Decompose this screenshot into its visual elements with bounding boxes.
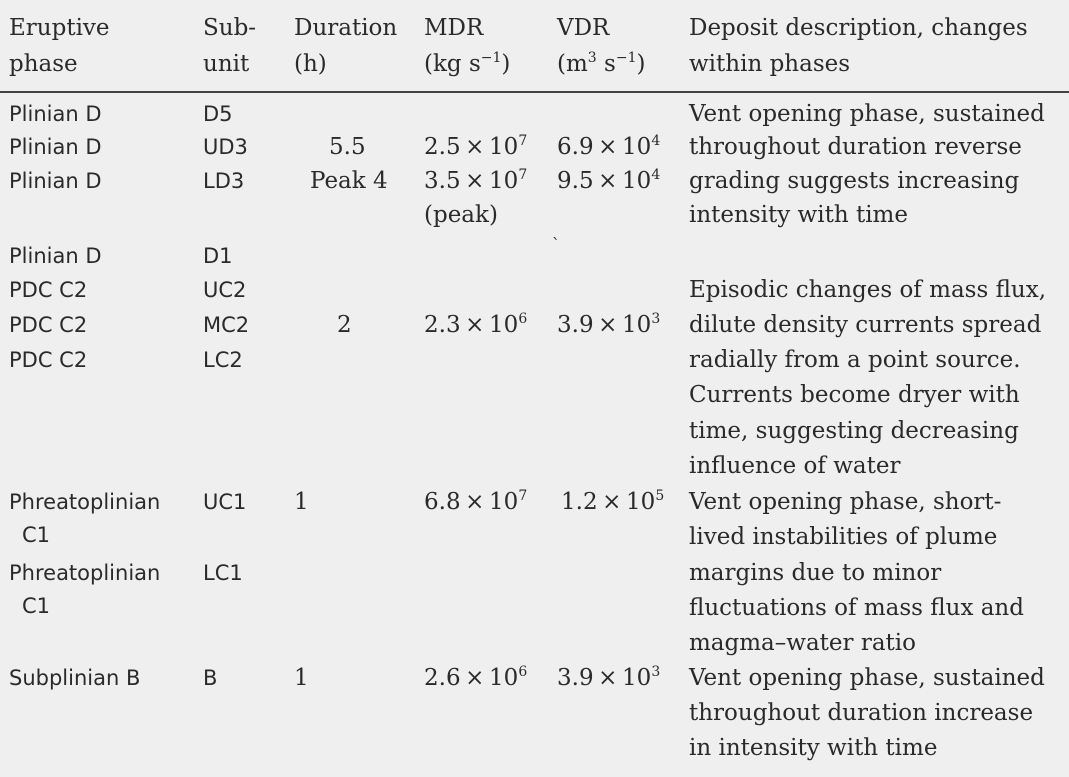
row-duration: 1 (294, 665, 309, 691)
row-phase: Phreatoplinian (9, 561, 161, 585)
description-line: Currents become dryer with (689, 382, 1020, 408)
header-description-line2: within phases (689, 51, 851, 77)
row-duration: Peak 4 (310, 168, 388, 194)
row-subunit: LC1 (203, 561, 243, 585)
header-description-line1: Deposit description, changes (689, 15, 1028, 41)
description-line: margins due to minor (689, 560, 942, 586)
row-phase-cont: C1 (22, 523, 51, 547)
row-phase: PDC C2 (9, 348, 88, 372)
row-subunit: UC1 (203, 490, 247, 514)
row-subunit: LD3 (203, 169, 245, 193)
row-vdr: 3.9 × 103 (557, 311, 661, 338)
description-line: Vent opening phase, sustained (689, 665, 1045, 691)
description-line: Vent opening phase, short- (689, 489, 1002, 515)
row-phase: PDC C2 (9, 313, 88, 337)
header-mdr-line1: MDR (424, 15, 484, 41)
row-subunit: D1 (203, 244, 233, 268)
row-duration: 5.5 (329, 134, 366, 160)
description-line: fluctuations of mass flux and (689, 595, 1024, 621)
row-vdr: 6.9 × 104 (557, 133, 661, 160)
row-mdr: 6.8 × 107 (424, 488, 528, 515)
row-vdr-mark: ` (552, 235, 560, 254)
header-duration-line2: (h) (294, 51, 327, 77)
header-subunit-line2: unit (203, 51, 250, 77)
row-subunit: B (203, 666, 218, 690)
row-vdr: 3.9 × 103 (557, 664, 661, 691)
row-mdr-note: (peak) (424, 202, 498, 228)
row-phase: Plinian D (9, 135, 102, 159)
row-subunit: MC2 (203, 313, 250, 337)
description-line: throughout duration reverse (689, 134, 1022, 160)
header-vdr-line1: VDR (557, 15, 610, 41)
row-subunit: UC2 (203, 278, 247, 302)
description-line: radially from a point source. (689, 347, 1021, 373)
header-eruptive-phase-line1: Eruptive (9, 15, 110, 41)
row-subunit: UD3 (203, 135, 248, 159)
header-subunit-line1: Sub- (203, 15, 257, 41)
header-divider (0, 91, 1069, 93)
row-mdr: 2.6 × 106 (424, 664, 528, 691)
description-line: lived instabilities of plume (689, 524, 998, 550)
description-line: Episodic changes of mass flux, (689, 277, 1047, 303)
description-line: throughout duration increase (689, 700, 1034, 726)
row-mdr: 2.5 × 107 (424, 133, 528, 160)
description-line: time, suggesting decreasing (689, 418, 1019, 444)
row-mdr: 3.5 × 107 (424, 167, 528, 194)
row-duration: 1 (294, 489, 309, 515)
row-phase: Plinian D (9, 244, 102, 268)
description-line: grading suggests increasing (689, 168, 1020, 194)
description-line: Vent opening phase, sustained (689, 101, 1045, 127)
row-phase: Subplinian B (9, 666, 141, 690)
description-line: dilute density currents spread (689, 312, 1042, 338)
row-subunit: LC2 (203, 348, 243, 372)
row-phase: Plinian D (9, 169, 102, 193)
row-duration: 2 (337, 312, 352, 338)
row-mdr: 2.3 × 106 (424, 311, 528, 338)
header-vdr-line2: (m3 s−1) (557, 50, 646, 77)
description-line: influence of water (689, 453, 901, 479)
row-phase-cont: C1 (22, 594, 51, 618)
row-vdr: 9.5 × 104 (557, 167, 661, 194)
row-vdr: 1.2 × 105 (561, 488, 665, 515)
row-phase: Plinian D (9, 102, 102, 126)
row-subunit: D5 (203, 102, 233, 126)
description-line: magma–water ratio (689, 630, 916, 656)
header-duration-line1: Duration (294, 15, 398, 41)
row-phase: PDC C2 (9, 278, 88, 302)
header-eruptive-phase-line2: phase (9, 51, 78, 77)
row-phase: Phreatoplinian (9, 490, 161, 514)
description-line: intensity with time (689, 202, 908, 228)
description-line: in intensity with time (689, 735, 938, 761)
header-mdr-line2: (kg s−1) (424, 50, 511, 77)
